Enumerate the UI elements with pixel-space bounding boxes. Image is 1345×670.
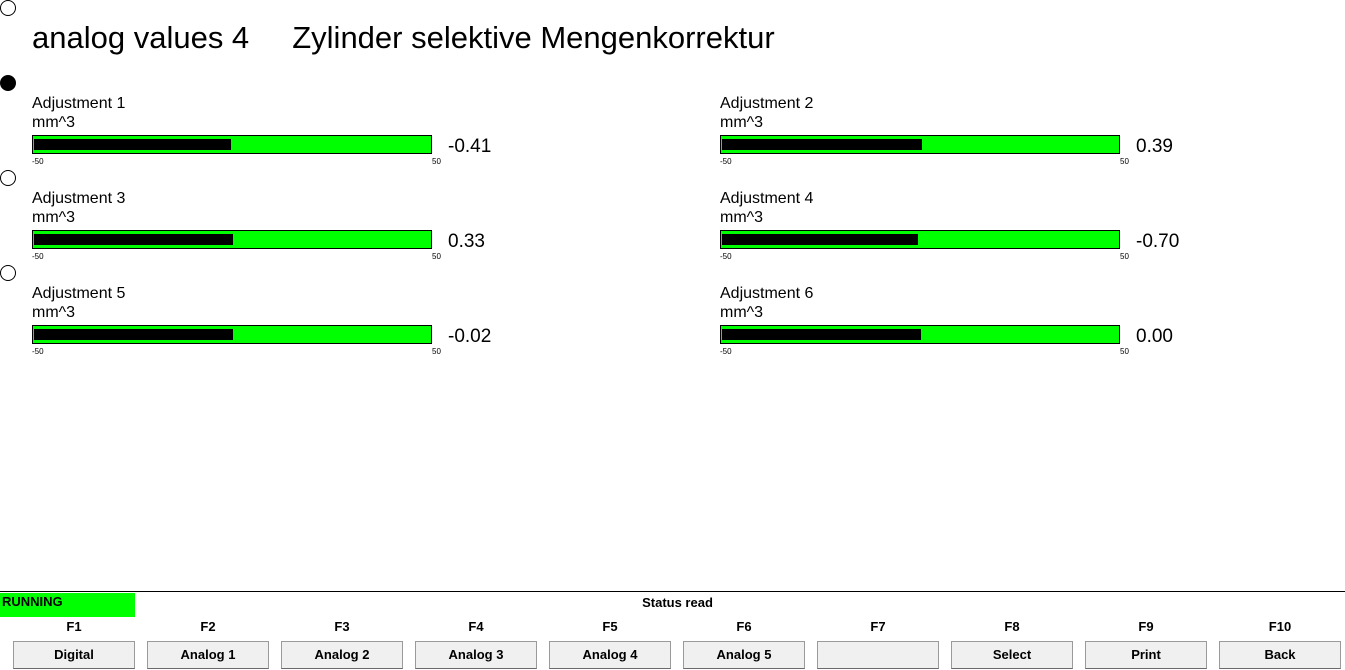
status-text: Status read (642, 595, 713, 610)
gauge-bar (32, 135, 432, 154)
select-button[interactable]: Select (951, 641, 1073, 669)
gauge-max: 50 (432, 347, 441, 356)
function-key-bar: F1 Digital F2 Analog 1 F3 Analog 2 F4 An… (0, 616, 1345, 670)
gauge-label: Adjustment 2 (720, 95, 814, 112)
f7-button[interactable] (817, 641, 939, 669)
gauge-fill (722, 139, 922, 150)
fkey-label: F5 (602, 619, 618, 634)
gauge-bar (720, 230, 1120, 249)
gauge-label: Adjustment 3 (32, 190, 126, 207)
fkey-f1: F1 Digital (13, 616, 135, 670)
status-bar: RUNNING Status read F1 Digital F2 Analog… (0, 591, 1345, 670)
gauge-adjustment-2: Adjustment 2 mm^3 -50 50 0.39 (720, 95, 1200, 166)
analog-5-button[interactable]: Analog 5 (683, 641, 805, 669)
gauge-value: -0.02 (448, 326, 492, 347)
fkey-f7: F7 (817, 616, 939, 670)
gauge-adjustment-4: Adjustment 4 mm^3 -50 50 -0.70 (720, 190, 1200, 261)
gauge-bar (720, 135, 1120, 154)
gauge-adjustment-1: Adjustment 1 mm^3 -50 50 -0.41 (32, 95, 512, 166)
fkey-f6: F6 Analog 5 (683, 616, 805, 670)
gauge-unit: mm^3 (720, 114, 764, 131)
radio-option-2[interactable] (0, 75, 16, 91)
gauge-max: 50 (1120, 252, 1129, 261)
page-title: analog values 4 Zylinder selektive Menge… (32, 20, 775, 55)
radio-option-1[interactable] (0, 0, 16, 16)
fkey-f9: F9 Print (1085, 616, 1207, 670)
digital-button[interactable]: Digital (13, 641, 135, 669)
gauge-fill (34, 329, 233, 340)
running-status-badge: RUNNING (0, 593, 135, 617)
gauge-min: -50 (720, 347, 732, 356)
fkey-f3: F3 Analog 2 (281, 616, 403, 670)
fkey-label: F3 (334, 619, 350, 634)
gauge-value: -0.70 (1136, 231, 1180, 252)
gauge-max: 50 (1120, 157, 1129, 166)
gauge-label: Adjustment 1 (32, 95, 126, 112)
gauge-fill (34, 234, 233, 245)
gauge-label: Adjustment 6 (720, 285, 814, 302)
back-button[interactable]: Back (1219, 641, 1341, 669)
analog-2-button[interactable]: Analog 2 (281, 641, 403, 669)
gauge-adjustment-5: Adjustment 5 mm^3 -50 50 -0.02 (32, 285, 512, 356)
gauge-max: 50 (432, 252, 441, 261)
fkey-label: F6 (736, 619, 752, 634)
fkey-label: F8 (1004, 619, 1020, 634)
gauge-unit: mm^3 (32, 304, 76, 321)
gauge-bar (32, 230, 432, 249)
fkey-label: F7 (870, 619, 886, 634)
gauge-value: -0.41 (448, 136, 492, 157)
gauge-fill (722, 234, 918, 245)
gauge-max: 50 (432, 157, 441, 166)
print-button[interactable]: Print (1085, 641, 1207, 669)
fkey-f4: F4 Analog 3 (415, 616, 537, 670)
gauge-fill (34, 139, 231, 150)
analog-3-button[interactable]: Analog 3 (415, 641, 537, 669)
gauge-value: 0.00 (1136, 326, 1173, 347)
analog-4-button[interactable]: Analog 4 (549, 641, 671, 669)
fkey-label: F9 (1138, 619, 1154, 634)
gauge-unit: mm^3 (32, 209, 76, 226)
gauge-label: Adjustment 4 (720, 190, 814, 207)
gauge-bar (32, 325, 432, 344)
radio-option-3[interactable] (0, 170, 16, 186)
analog-1-button[interactable]: Analog 1 (147, 641, 269, 669)
gauge-min: -50 (32, 252, 44, 261)
gauge-bar (720, 325, 1120, 344)
gauge-min: -50 (720, 252, 732, 261)
fkey-f8: F8 Select (951, 616, 1073, 670)
gauge-label: Adjustment 5 (32, 285, 126, 302)
radio-option-4[interactable] (0, 265, 16, 281)
fkey-label: F2 (200, 619, 216, 634)
fkey-label: F10 (1268, 619, 1292, 634)
gauge-unit: mm^3 (720, 209, 764, 226)
fkey-f5: F5 Analog 4 (549, 616, 671, 670)
gauge-unit: mm^3 (32, 114, 76, 131)
gauge-value: 0.39 (1136, 136, 1173, 157)
gauge-fill (722, 329, 921, 340)
gauge-value: 0.33 (448, 231, 485, 252)
fkey-f2: F2 Analog 1 (147, 616, 269, 670)
gauge-min: -50 (32, 157, 44, 166)
gauge-adjustment-6: Adjustment 6 mm^3 -50 50 0.00 (720, 285, 1200, 356)
gauge-min: -50 (720, 157, 732, 166)
fkey-label: F4 (468, 619, 484, 634)
gauge-max: 50 (1120, 347, 1129, 356)
gauge-min: -50 (32, 347, 44, 356)
fkey-f10: F10 Back (1219, 616, 1341, 670)
fkey-label: F1 (66, 619, 82, 634)
gauge-adjustment-3: Adjustment 3 mm^3 -50 50 0.33 (32, 190, 512, 261)
gauge-unit: mm^3 (720, 304, 764, 321)
